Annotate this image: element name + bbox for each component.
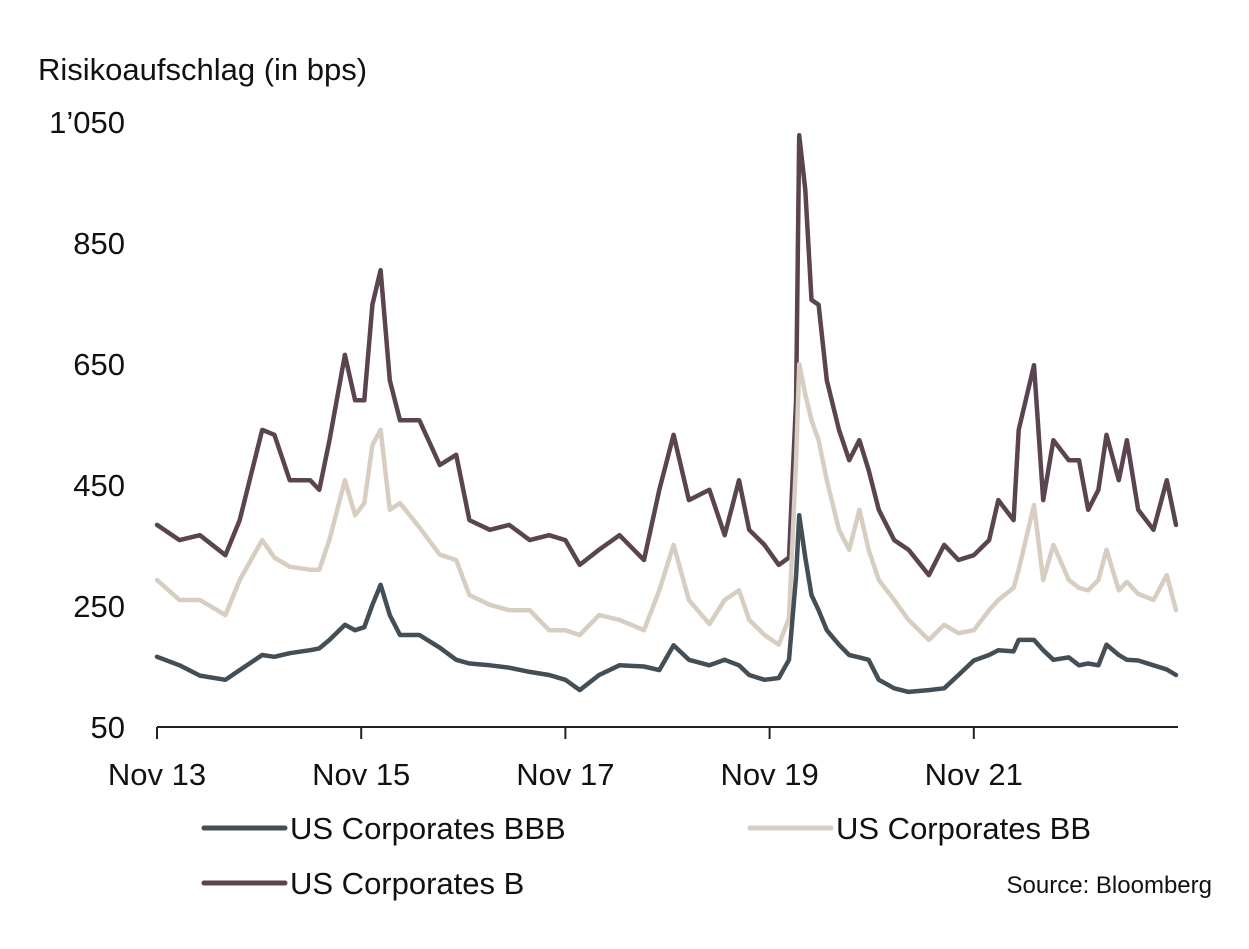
x-tick-label: Nov 15 xyxy=(312,757,410,792)
y-tick-label: 250 xyxy=(73,589,125,624)
legend-item-bbb: US Corporates BBB xyxy=(201,811,566,846)
legend-label-bb: US Corporates BB xyxy=(836,811,1091,846)
x-axis: Nov 13 Nov 15 Nov 17 Nov 19 Nov 21 xyxy=(108,726,1178,792)
series-line-us-corporates-b xyxy=(154,133,1179,578)
y-tick-label: 1’050 xyxy=(49,105,125,140)
y-axis: 50 250 450 650 850 1’050 xyxy=(49,105,125,745)
legend: US Corporates BBB US Corporates BB US Co… xyxy=(201,811,1091,901)
x-tick-label: Nov 13 xyxy=(108,757,206,792)
y-tick-label: 50 xyxy=(91,710,125,745)
legend-label-b: US Corporates B xyxy=(290,866,524,901)
source-note: Source: Bloomberg xyxy=(1007,872,1212,899)
y-tick-label: 650 xyxy=(73,347,125,382)
legend-label-bbb: US Corporates BBB xyxy=(290,811,566,846)
x-tick-label: Nov 19 xyxy=(720,757,818,792)
legend-item-bb: US Corporates BB xyxy=(747,811,1091,846)
series-line-us-corporates-bbb xyxy=(154,513,1179,695)
x-tick-label: Nov 21 xyxy=(925,757,1023,792)
y-tick-label: 850 xyxy=(73,226,125,261)
chart-title: Risikoaufschlag (in bps) xyxy=(38,52,367,87)
plot-area xyxy=(154,133,1179,695)
y-tick-label: 450 xyxy=(73,468,125,503)
legend-item-b: US Corporates B xyxy=(201,866,524,901)
x-tick-label: Nov 17 xyxy=(516,757,614,792)
series-line-us-corporates-bb xyxy=(154,361,1179,647)
